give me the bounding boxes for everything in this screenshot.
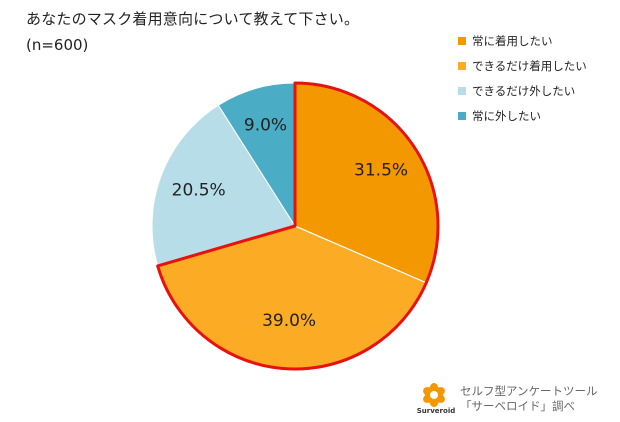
legend-swatch-3 bbox=[458, 111, 466, 120]
surveroid-logo-icon bbox=[423, 383, 445, 407]
chart-title: あなたのマスク着用意向について教えて下さい。 bbox=[26, 10, 360, 28]
brand-name: Surveroid bbox=[416, 407, 456, 415]
slice-value-label: 39.0% bbox=[262, 311, 316, 331]
slice-value-label: 9.0% bbox=[244, 115, 287, 135]
legend: 常に着用したい できるだけ着用したい できるだけ外したい 常に外したい bbox=[458, 28, 587, 128]
legend-item: 常に外したい bbox=[458, 103, 587, 128]
legend-swatch-0 bbox=[458, 36, 466, 45]
legend-item: できるだけ着用したい bbox=[458, 53, 587, 78]
highlight-outline bbox=[156, 81, 440, 371]
pie-slice-2 bbox=[151, 104, 296, 267]
legend-label: 常に着用したい bbox=[472, 33, 553, 48]
legend-swatch-2 bbox=[458, 86, 466, 95]
sample-size: (n=600) bbox=[26, 36, 89, 54]
slice-value-label: 20.5% bbox=[172, 181, 226, 201]
pie-slice-3 bbox=[217, 82, 296, 228]
logo-center bbox=[430, 391, 438, 399]
legend-swatch-1 bbox=[458, 61, 466, 70]
legend-item: できるだけ外したい bbox=[458, 78, 587, 103]
footer-line-1: セルフ型アンケートツール bbox=[460, 384, 598, 398]
footer-line-2: 「サーベロイド」調べ bbox=[460, 399, 575, 413]
legend-label: 常に外したい bbox=[472, 108, 541, 123]
slice-value-label: 31.5% bbox=[354, 160, 408, 180]
slice-divider bbox=[294, 225, 427, 284]
legend-label: できるだけ外したい bbox=[472, 83, 576, 98]
legend-label: できるだけ着用したい bbox=[472, 58, 587, 73]
footer: Surveroid セルフ型アンケートツール 「サーベロイド」調べ bbox=[416, 382, 616, 418]
legend-item: 常に着用したい bbox=[458, 28, 587, 53]
footer-credit: セルフ型アンケートツール 「サーベロイド」調べ bbox=[460, 384, 598, 414]
